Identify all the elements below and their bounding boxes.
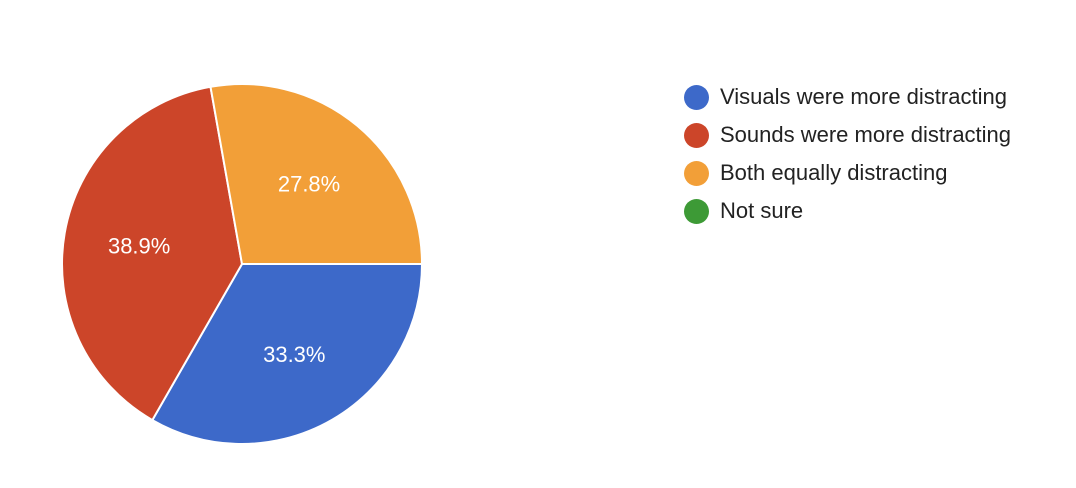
pie-chart-canvas: 33.3% 38.9% 27.8%: [61, 83, 423, 445]
legend-item-both[interactable]: Both equally distracting: [684, 154, 1011, 192]
legend-label-visuals: Visuals were more distracting: [720, 84, 1007, 109]
pie-slice-both[interactable]: [209, 83, 423, 265]
legend-label-both: Both equally distracting: [720, 160, 948, 185]
legend-item-sounds[interactable]: Sounds were more distracting: [684, 116, 1011, 154]
pie-label-visuals: 33.3%: [263, 342, 325, 367]
pie-slice-visuals[interactable]: [151, 263, 423, 445]
legend-swatch-visuals: [684, 84, 709, 110]
chart-legend: Visuals were more distracting Sounds wer…: [684, 78, 1011, 230]
pie-label-both: 27.8%: [278, 171, 340, 196]
legend-item-visuals[interactable]: Visuals were more distracting: [684, 78, 1011, 116]
pie-label-sounds: 38.9%: [108, 234, 170, 259]
legend-swatch-not-sure: [684, 198, 709, 224]
legend-swatch-both: [684, 160, 709, 186]
legend-label-not-sure: Not sure: [720, 198, 804, 223]
legend-label-sounds: Sounds were more distracting: [720, 122, 1012, 147]
pie-slice-sounds[interactable]: [61, 85, 243, 422]
legend-item-not-sure[interactable]: Not sure: [684, 192, 1011, 230]
legend-swatch-sounds: [684, 122, 709, 148]
